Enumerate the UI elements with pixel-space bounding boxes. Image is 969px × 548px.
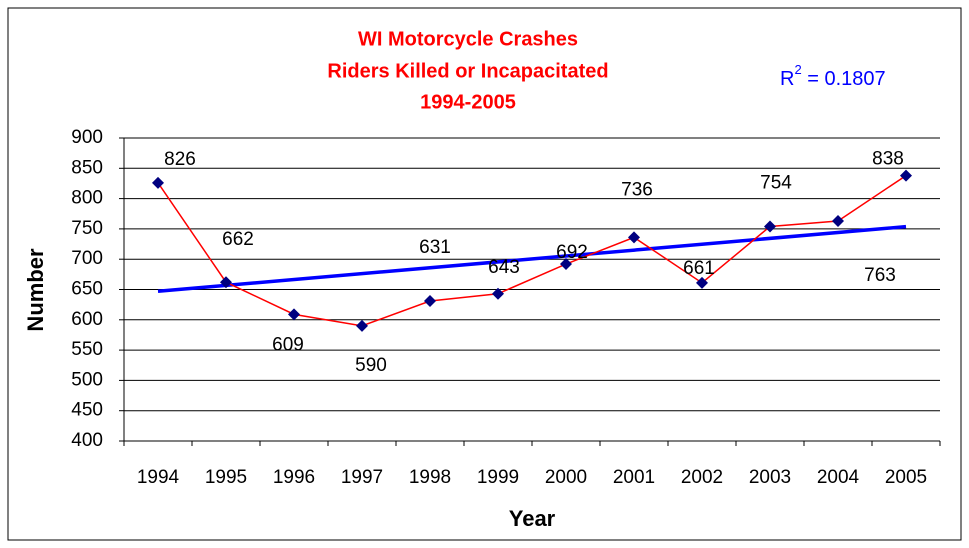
trendline xyxy=(157,224,907,294)
data-label: 692 xyxy=(556,242,588,263)
marker xyxy=(288,308,300,321)
y-tick-label: 800 xyxy=(71,188,103,209)
x-tick-label: 1997 xyxy=(341,467,383,488)
chart-border xyxy=(7,7,962,541)
x-tick-label: 1998 xyxy=(409,467,451,488)
marker xyxy=(560,258,572,271)
marker xyxy=(492,287,504,300)
y-tick-label: 650 xyxy=(71,279,103,300)
chart-title: Riders Killed or Incapacitated xyxy=(327,60,608,82)
x-tick-label: 2004 xyxy=(817,467,860,488)
x-tick-label: 1995 xyxy=(205,467,247,488)
data-line xyxy=(157,174,907,327)
marker xyxy=(424,295,436,308)
data-label: 643 xyxy=(488,257,520,278)
data-label: 661 xyxy=(683,258,715,279)
y-axis-label: Number xyxy=(23,248,48,332)
marker xyxy=(832,215,844,228)
data-label: 631 xyxy=(419,237,451,258)
y-tick-label: 400 xyxy=(71,430,103,451)
y-tick-label: 450 xyxy=(71,400,103,421)
data-label: 826 xyxy=(164,149,196,170)
chart-title: WI Motorcycle Crashes xyxy=(358,28,578,50)
marker xyxy=(356,319,368,332)
y-tick-label: 850 xyxy=(71,157,103,178)
r-squared: R2 = 0.1807 xyxy=(780,62,886,90)
y-tick-label: 700 xyxy=(71,248,103,269)
data-label: 609 xyxy=(272,334,304,355)
marker xyxy=(220,276,232,289)
y-tick-label: 900 xyxy=(71,127,103,148)
x-tick-label: 2001 xyxy=(613,467,655,488)
x-axis-label: Year xyxy=(509,506,556,531)
marker xyxy=(152,176,164,189)
data-label: 590 xyxy=(355,355,387,376)
y-tick-label: 750 xyxy=(71,218,103,239)
data-label: 662 xyxy=(222,229,254,250)
x-tick-label: 1994 xyxy=(137,467,180,488)
y-tick-label: 550 xyxy=(71,339,103,360)
x-tick-label: 2003 xyxy=(749,467,791,488)
data-label: 736 xyxy=(621,179,653,200)
marker xyxy=(628,231,640,244)
marker xyxy=(764,220,776,233)
x-tick-label: 1996 xyxy=(273,467,315,488)
data-label: 763 xyxy=(864,265,896,286)
chart-title: 1994-2005 xyxy=(420,91,516,113)
x-tick-label: 2000 xyxy=(545,467,587,488)
data-label: 838 xyxy=(872,149,904,170)
x-tick-label: 2005 xyxy=(885,467,927,488)
y-tick-label: 500 xyxy=(71,369,103,390)
x-tick-label: 1999 xyxy=(477,467,519,488)
marker xyxy=(900,169,912,182)
y-tick-label: 600 xyxy=(71,309,103,330)
data-label: 754 xyxy=(760,172,792,193)
marker xyxy=(696,276,708,289)
x-tick-label: 2002 xyxy=(681,467,723,488)
